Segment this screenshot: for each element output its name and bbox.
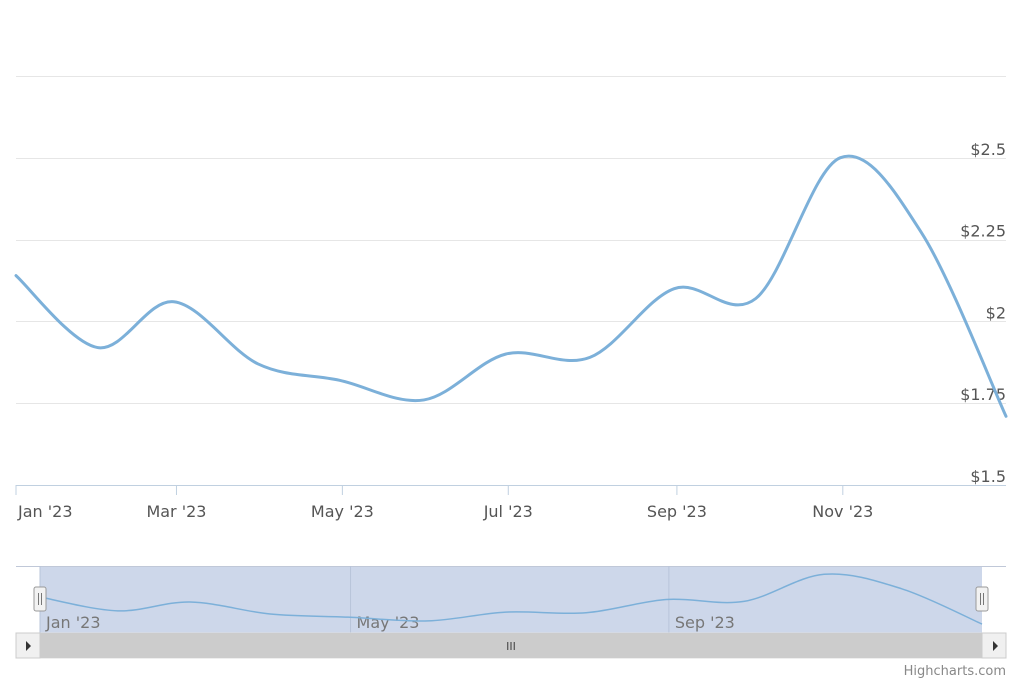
arrow-right-icon xyxy=(993,641,998,651)
credits-link[interactable]: Highcharts.com xyxy=(904,664,1006,679)
x-tick-label: May '23 xyxy=(311,502,374,521)
navigator-tick-label: Jan '23 xyxy=(45,613,101,632)
x-tick-label: Jul '23 xyxy=(483,502,533,521)
navigator-selection[interactable] xyxy=(40,566,982,633)
navigator-series-line xyxy=(39,573,983,625)
navigator-handle-right[interactable] xyxy=(975,586,989,612)
y-tick-label: $2.5 xyxy=(970,140,1006,159)
y-axis: $1.5$1.75$2$2.25$2.5 xyxy=(960,140,1006,486)
x-tick-label: Jan '23 xyxy=(17,502,73,521)
main-series[interactable] xyxy=(14,154,1008,418)
x-tick-label: Sep '23 xyxy=(647,502,707,521)
scrollbar-thumb[interactable] xyxy=(40,633,982,658)
scrollbar-grip[interactable]: III xyxy=(506,640,516,653)
y-tick-label: $2.25 xyxy=(960,222,1006,241)
y-tick-label: $2 xyxy=(986,303,1006,322)
x-tick-label: Mar '23 xyxy=(146,502,206,521)
handle-body[interactable] xyxy=(975,586,989,612)
navigator-tick-label: May '23 xyxy=(357,613,420,632)
arrow-left-icon xyxy=(26,641,31,651)
handle-body[interactable] xyxy=(33,586,47,612)
y-tick-label: $1.5 xyxy=(970,467,1006,486)
navigator-tick-label: Sep '23 xyxy=(675,613,735,632)
series-line[interactable] xyxy=(14,154,1008,418)
x-tick-label: Nov '23 xyxy=(812,502,873,521)
scrollbar[interactable]: III xyxy=(15,632,1007,659)
navigator[interactable]: Jan '23 May '23 Sep '23 xyxy=(16,566,1006,633)
navigator-handle-left[interactable] xyxy=(33,586,47,612)
x-axis: Jan '23 Mar '23 May '23 Jul '23 Sep '23 Nov '… xyxy=(15,485,1006,521)
